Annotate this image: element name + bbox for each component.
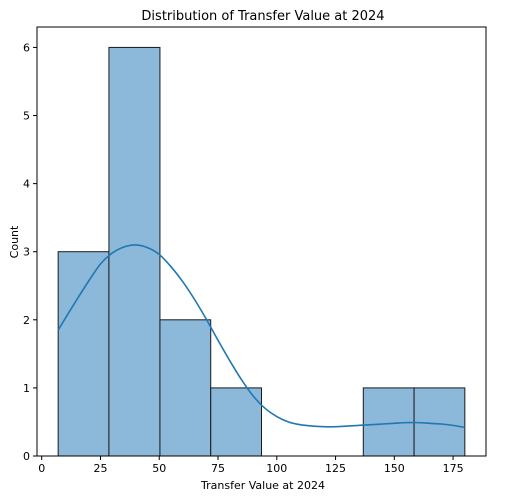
x-tick-label: 175 (443, 462, 464, 475)
x-tick-label: 75 (211, 462, 225, 475)
plot-frame (36, 26, 487, 457)
kde-curve (57, 244, 465, 429)
x-tick-label: 50 (152, 462, 166, 475)
y-axis-label: Count (8, 225, 21, 258)
x-axis-ticks: 0 25 50 75 100 125 150 175 (38, 456, 464, 475)
x-tick-label: 125 (325, 462, 346, 475)
x-tick-label: 150 (384, 462, 405, 475)
x-tick-label: 100 (266, 462, 287, 475)
x-axis-label: Transfer Value at 2024 (200, 479, 325, 492)
y-tick-label: 5 (23, 110, 30, 123)
x-tick-label: 0 (38, 462, 45, 475)
chart-title: Distribution of Transfer Value at 2024 (141, 9, 384, 24)
y-tick-label: 4 (23, 178, 30, 191)
y-axis-ticks: 0 1 2 3 4 5 6 (23, 41, 37, 463)
histogram-bar-2 (159, 319, 212, 457)
histogram-bar-7 (413, 387, 466, 457)
x-tick-label: 25 (93, 462, 107, 475)
y-tick-label: 2 (23, 314, 30, 327)
y-tick-label: 6 (23, 41, 30, 54)
y-tick-label: 1 (23, 382, 30, 395)
histogram-bar-3 (210, 387, 262, 457)
y-tick-label: 0 (23, 450, 30, 463)
y-tick-label: 3 (23, 246, 30, 259)
histogram-bars (57, 46, 466, 457)
histogram-bar-1 (108, 46, 161, 457)
histogram-bar-0 (57, 251, 110, 457)
